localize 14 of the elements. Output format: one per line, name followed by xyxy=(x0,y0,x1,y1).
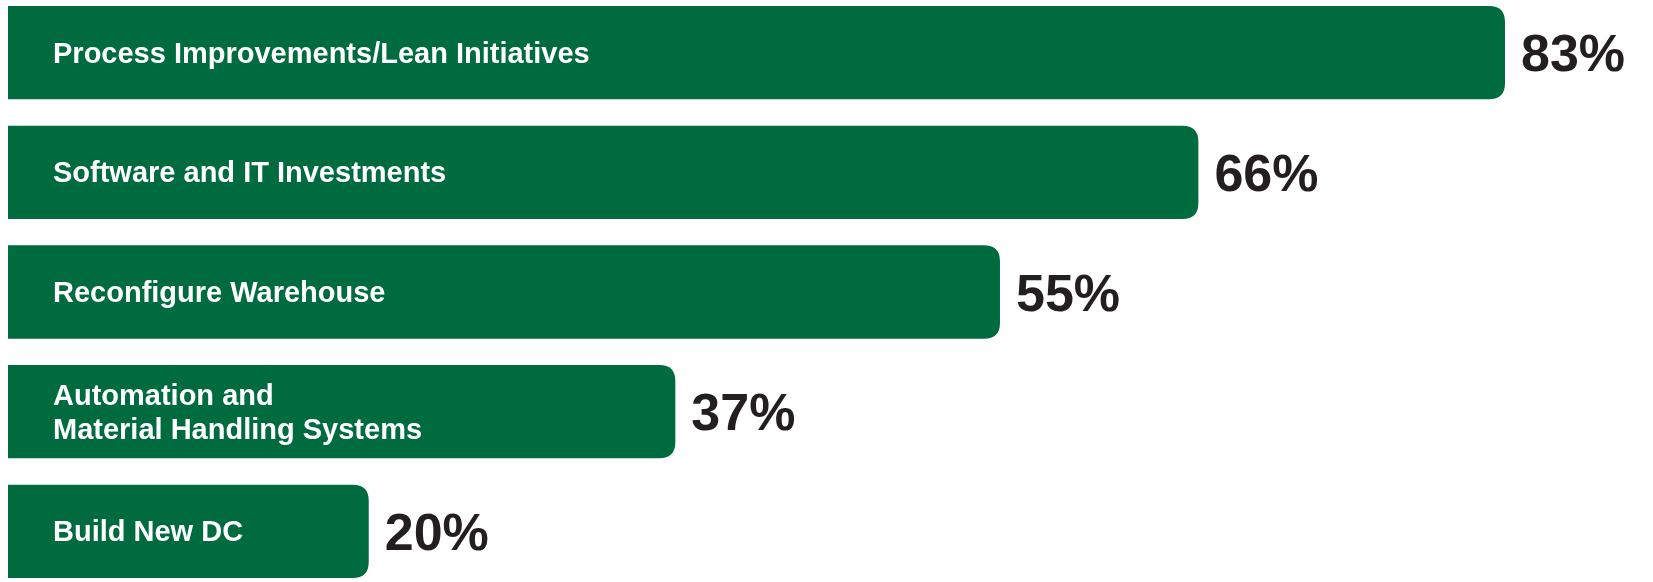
bar xyxy=(8,484,369,578)
y-tick-label: Software and IT Investments xyxy=(53,156,447,189)
y-tick-label: Reconfigure Warehouse xyxy=(53,276,386,309)
data-label: 66% xyxy=(1214,144,1319,203)
y-tick-label: Automation and Material Handling Systems xyxy=(53,378,423,445)
bar xyxy=(8,125,1199,219)
data-label: 83% xyxy=(1521,24,1626,83)
data-label: 37% xyxy=(691,383,796,442)
data-label: 55% xyxy=(1015,263,1121,322)
data-label: 20% xyxy=(384,503,489,562)
y-tick-label: Process Improvements/Lean Initiatives xyxy=(53,36,590,69)
y-tick-label: Build New DC xyxy=(53,515,244,548)
bar xyxy=(8,245,1000,339)
bar xyxy=(8,6,1505,100)
